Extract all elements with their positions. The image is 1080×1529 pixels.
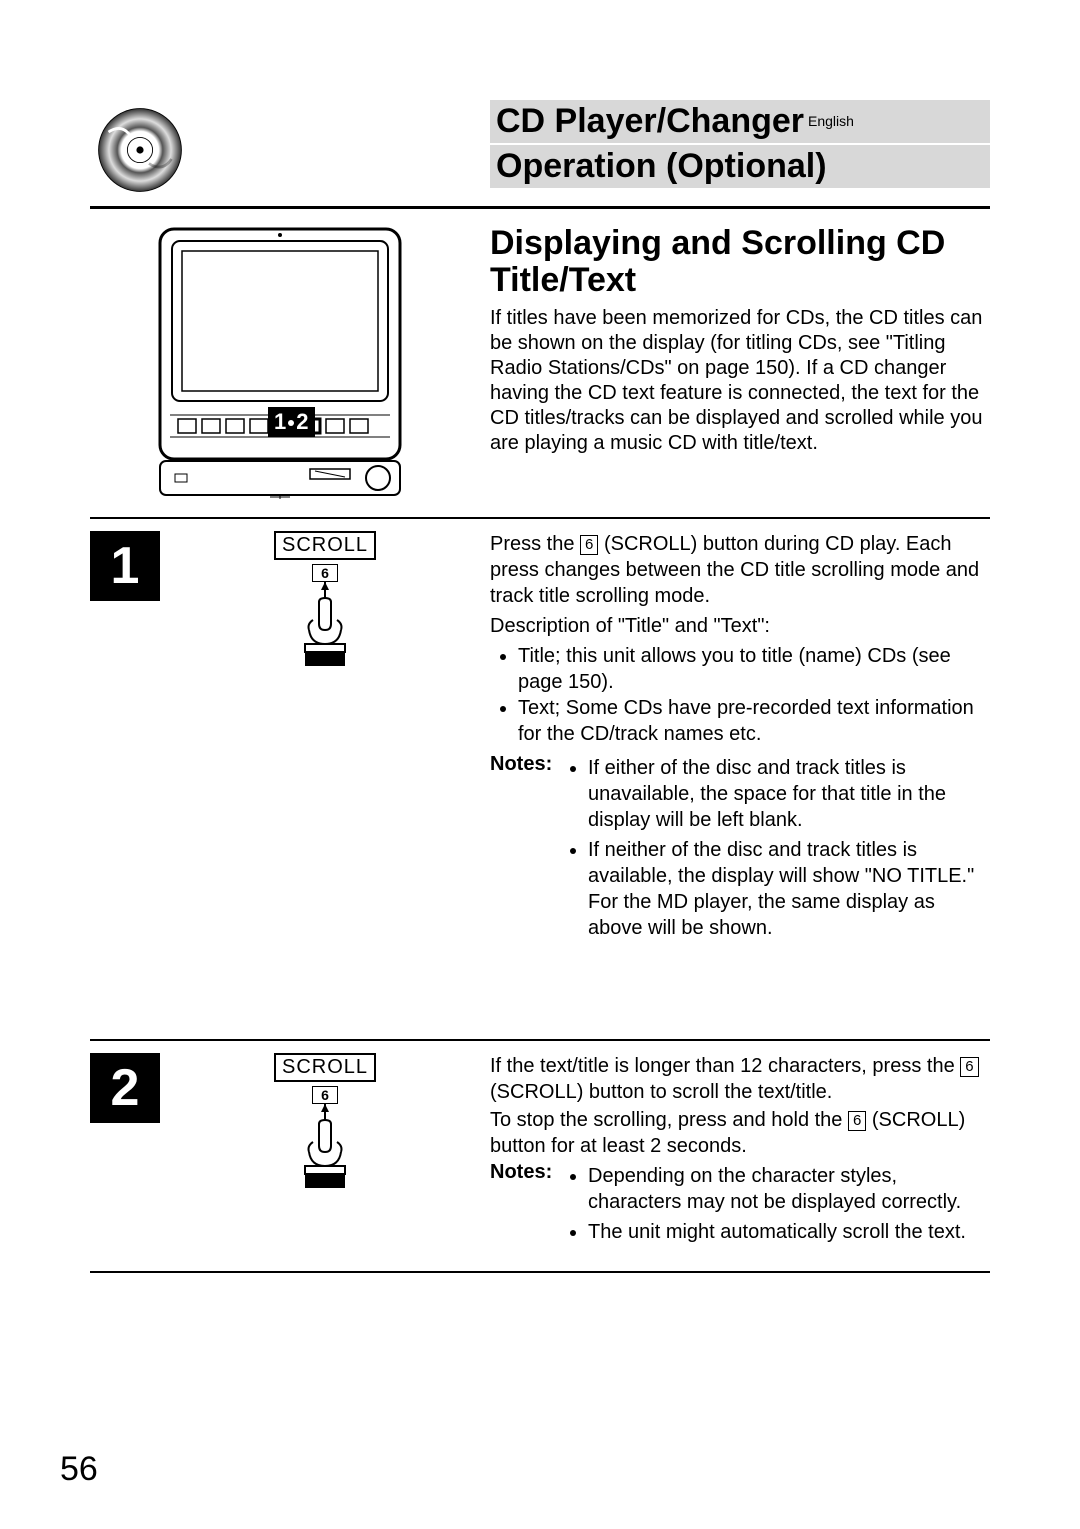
overlay-step-label: 12 [268, 407, 315, 437]
header-row: CD Player/ChangerEnglish Operation (Opti… [90, 100, 990, 200]
step2-divider-top [90, 1039, 990, 1041]
step-1-number: 1 [90, 531, 160, 601]
press-finger-icon-2 [295, 1104, 355, 1194]
step-2-diagram: SCROLL 6 [180, 1053, 470, 1253]
step1-divider-top [90, 517, 990, 519]
step-2: 2 SCROLL 6 If the text/title is longer t… [90, 1053, 990, 1253]
step1-notes: Notes: If either of the disc and track t… [490, 751, 990, 949]
title-bar-2: Operation (Optional) [490, 145, 990, 188]
section-title: Displaying and Scrolling CD Title/Text [490, 225, 990, 300]
step1-defs: Title; this unit allows you to title (na… [490, 643, 990, 747]
button-6-key: 6 [580, 535, 598, 555]
step-1: 1 SCROLL 6 Press the 6 (SCROLL) button d… [90, 531, 990, 949]
cd-icon [90, 100, 190, 200]
button-6-key-2: 6 [960, 1057, 978, 1077]
section-intro: If titles have been memorized for CDs, t… [490, 306, 990, 456]
scroll-key-box: 6 [312, 564, 338, 582]
scroll-key-box-2: 6 [312, 1086, 338, 1104]
step2-divider-bottom [90, 1271, 990, 1273]
button-6-key-3: 6 [848, 1111, 866, 1131]
header-divider [90, 206, 990, 209]
title2-text: Operation (Optional) [496, 147, 827, 185]
step-2-number: 2 [90, 1053, 160, 1123]
header-titles: CD Player/ChangerEnglish Operation (Opti… [490, 100, 990, 188]
head-unit-illustration [130, 219, 430, 499]
section-intro-row: 12 Displaying and Scrolling CD Title/Tex… [90, 219, 990, 499]
step-1-text: Press the 6 (SCROLL) button during CD pl… [490, 531, 990, 949]
step-2-text: If the text/title is longer than 12 char… [490, 1053, 990, 1253]
device-diagram: 12 [90, 219, 470, 499]
section-text: Displaying and Scrolling CD Title/Text I… [490, 219, 990, 499]
title1-text: CD Player/Changer [496, 102, 804, 140]
step-1-diagram: SCROLL 6 [180, 531, 470, 949]
page-number: 56 [60, 1450, 98, 1489]
scroll-label-box: SCROLL [274, 531, 376, 560]
step2-notes: Notes: Depending on the character styles… [490, 1159, 990, 1253]
title-bar-1: CD Player/ChangerEnglish [490, 100, 990, 143]
language-label: English [808, 113, 854, 129]
scroll-label-box-2: SCROLL [274, 1053, 376, 1082]
manual-page: CD Player/ChangerEnglish Operation (Opti… [0, 0, 1080, 1529]
press-finger-icon [295, 582, 355, 672]
